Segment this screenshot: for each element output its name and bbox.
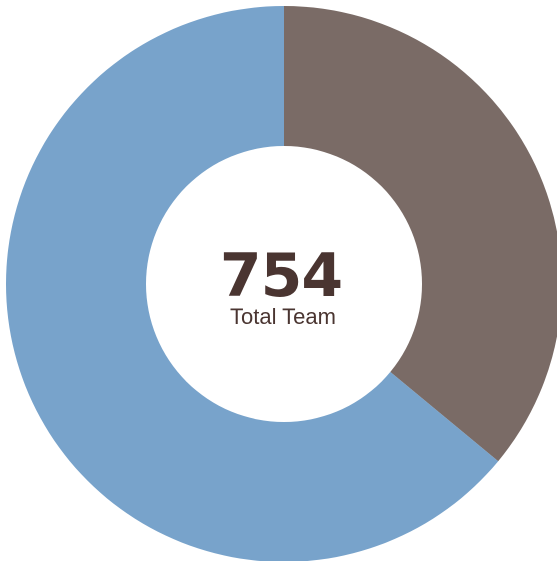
donut-hole bbox=[146, 146, 422, 422]
pie-slice-1 bbox=[284, 6, 557, 462]
center-total-value: 754 bbox=[220, 241, 342, 311]
center-total-label: Total Team bbox=[230, 304, 336, 329]
